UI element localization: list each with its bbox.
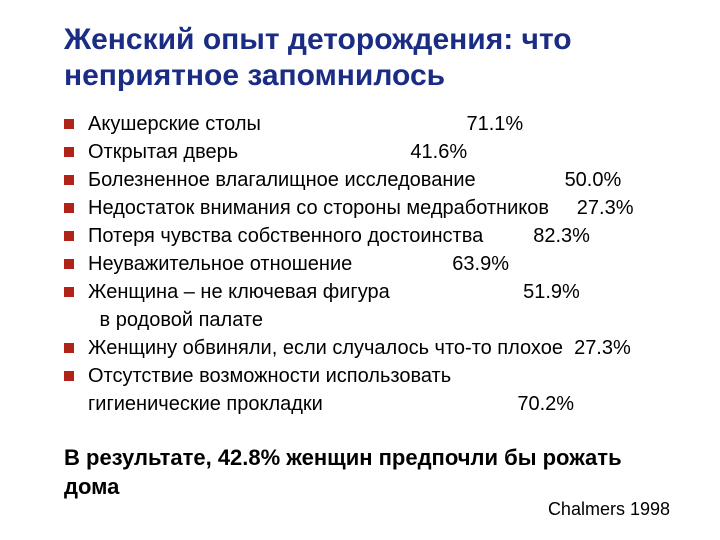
slide-title: Женский опыт деторождения: что неприятно…: [46, 22, 674, 94]
list-item-text: Отсутствие возможности использовать: [88, 362, 451, 390]
list-item: гигиенические прокладки 70.2%: [64, 390, 674, 418]
list-item: в родовой палате: [64, 306, 674, 334]
square-bullet-icon: [64, 203, 74, 213]
square-bullet-icon: [64, 371, 74, 381]
list-item-text: в родовой палате: [88, 306, 263, 334]
list-item-text: Неуважительное отношение 63.9%: [88, 250, 509, 278]
list-item: Открытая дверь 41.6%: [64, 138, 674, 166]
square-bullet-icon: [64, 147, 74, 157]
list-item-text: Болезненное влагалищное исследование 50.…: [88, 166, 621, 194]
square-bullet-icon: [64, 231, 74, 241]
conclusion-text: В результате, 42.8% женщин предпочли бы …: [46, 444, 674, 501]
list-item-text: Потеря чувства собственного достоинства …: [88, 222, 590, 250]
list-item: Акушерские столы 71.1%: [64, 110, 674, 138]
list-item: Неуважительное отношение 63.9%: [64, 250, 674, 278]
list-item-text: Недостаток внимания со стороны медработн…: [88, 194, 634, 222]
citation-text: Chalmers 1998: [548, 499, 670, 520]
list-item-text: Акушерские столы 71.1%: [88, 110, 523, 138]
square-bullet-icon: [64, 119, 74, 129]
list-item-text: Женщину обвиняли, если случалось что-то …: [88, 334, 631, 362]
list-item-text: Женщина – не ключевая фигура 51.9%: [88, 278, 580, 306]
slide: Женский опыт деторождения: что неприятно…: [0, 0, 720, 540]
list-item-text: Открытая дверь 41.6%: [88, 138, 467, 166]
list-item: Отсутствие возможности использовать: [64, 362, 674, 390]
list-item: Недостаток внимания со стороны медработн…: [64, 194, 674, 222]
list-item: Женщину обвиняли, если случалось что-то …: [64, 334, 674, 362]
bullet-list: Акушерские столы 71.1%Открытая дверь 41.…: [46, 110, 674, 418]
list-item: Болезненное влагалищное исследование 50.…: [64, 166, 674, 194]
list-item-text: гигиенические прокладки 70.2%: [88, 390, 574, 418]
list-item: Потеря чувства собственного достоинства …: [64, 222, 674, 250]
list-item: Женщина – не ключевая фигура 51.9%: [64, 278, 674, 306]
square-bullet-icon: [64, 175, 74, 185]
square-bullet-icon: [64, 287, 74, 297]
square-bullet-icon: [64, 343, 74, 353]
square-bullet-icon: [64, 259, 74, 269]
